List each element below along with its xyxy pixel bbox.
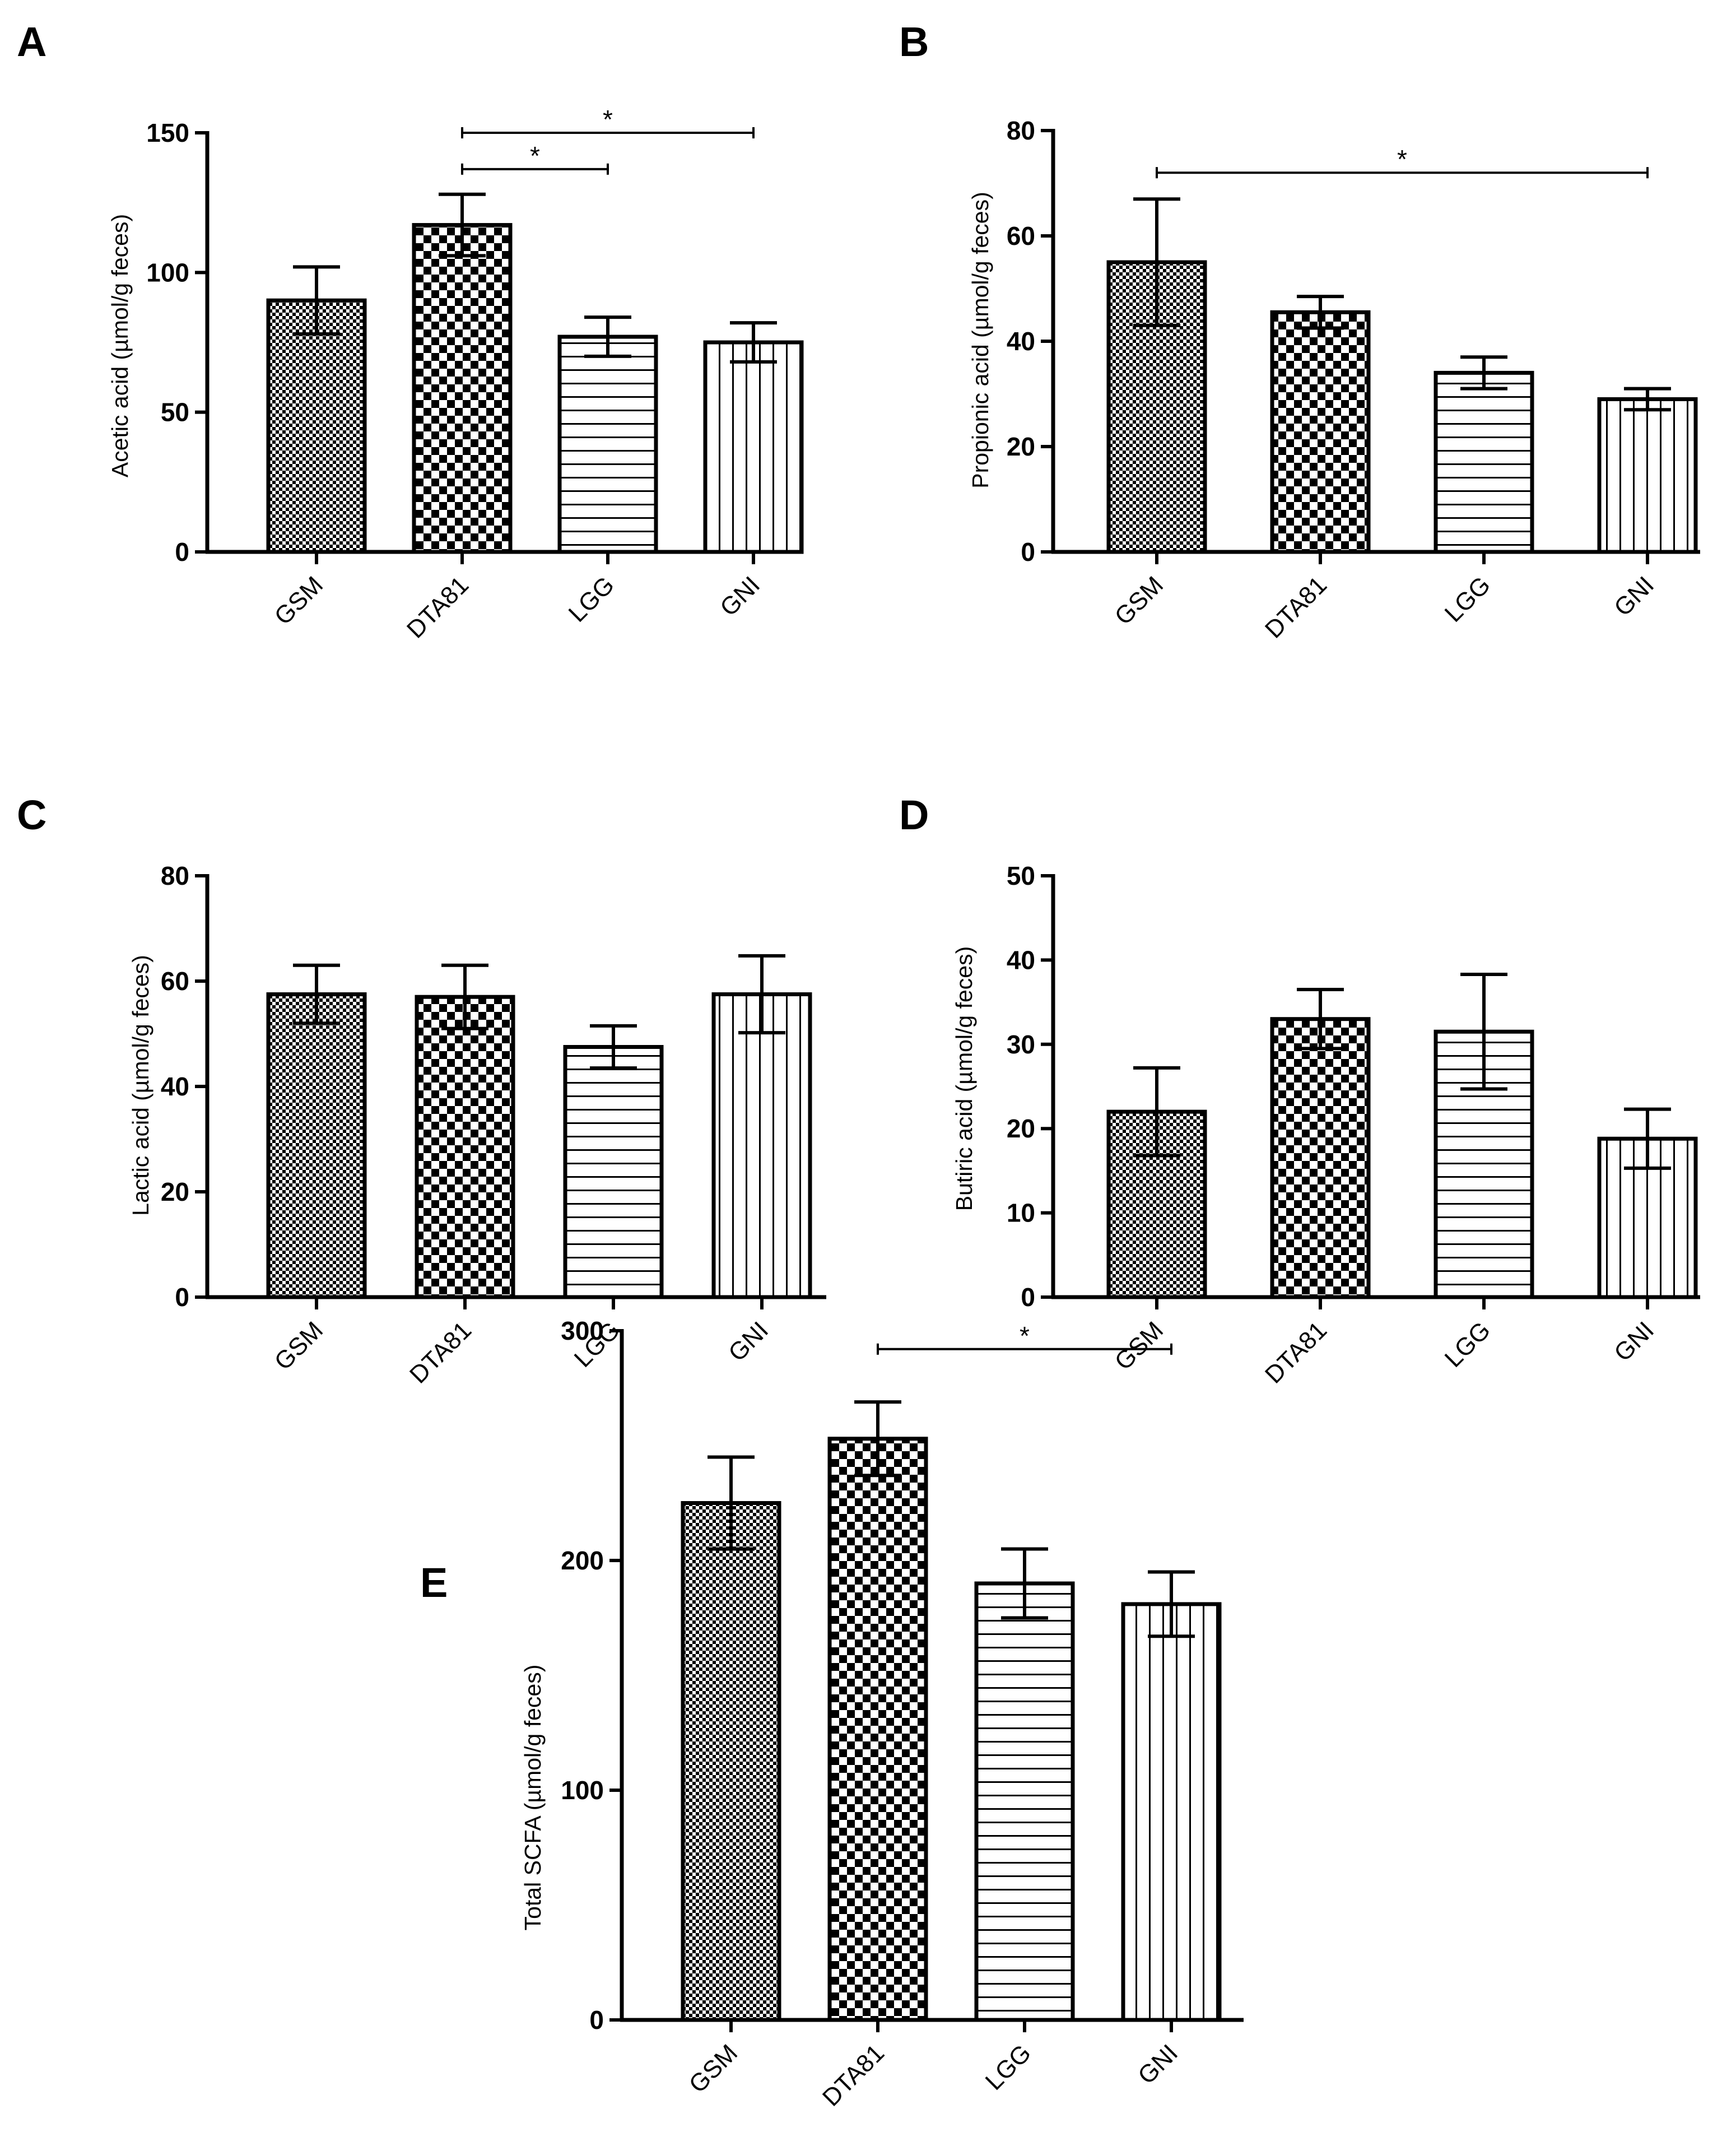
x-tick-label: DTA81 [817, 2039, 890, 2111]
bar [266, 992, 367, 1299]
x-tick-label: DTA81 [402, 571, 474, 643]
y-tick-label: 20 [161, 1177, 189, 1206]
x-tick-label: GSM [269, 571, 329, 630]
bar [681, 1501, 781, 2022]
panel-d: D Butiric acid (µmol/g feces) GSM DTA81 LG… [899, 792, 1700, 1389]
bar [563, 1045, 664, 1299]
y-tick-label: 40 [1007, 327, 1035, 356]
bar [703, 340, 804, 554]
y-tick-label: 60 [1007, 221, 1035, 250]
plot-area: GSM DTA81 LGG GNI 0 20 40 60 80 * [1007, 116, 1700, 644]
y-tick-label: 150 [146, 118, 189, 147]
x-tick-label: LGG [980, 2039, 1036, 2095]
plot-area: GSM DTA81 LGG GNI 0 50 100 150 * * [146, 105, 804, 644]
y-tick-label: 80 [161, 861, 189, 890]
bar [711, 992, 812, 1299]
y-axis-label: Total SCFA (µmol/g feces) [520, 1665, 546, 1931]
panel-c: C Lactic acid (µmol/g feces) GSM DTA81 LGG… [17, 792, 826, 1389]
panel-letter: C [17, 792, 46, 838]
y-tick-label: 0 [175, 1283, 189, 1312]
y-tick-label: 100 [561, 1776, 604, 1805]
x-tick-label: GNI [715, 571, 765, 621]
significance-star: * [1020, 1321, 1030, 1350]
y-tick-label: 10 [1007, 1199, 1035, 1228]
y-tick-label: 80 [1007, 116, 1035, 145]
y-tick-label: 40 [161, 1072, 189, 1101]
y-axis-label: Propionic acid (µmol/g feces) [967, 192, 993, 489]
y-axis-label: Butiric acid (µmol/g feces) [951, 946, 977, 1211]
bar [974, 1581, 1075, 2022]
x-tick-label: DTA81 [1260, 571, 1332, 643]
y-tick-label: 20 [1007, 1114, 1035, 1143]
x-tick-label: GNI [1609, 1316, 1659, 1367]
y-tick-label: 40 [1007, 945, 1035, 974]
panel-e: E Total SCFA (µmol/g feces) GSM DTA81 LGG G… [420, 1316, 1244, 2112]
y-axis-label: Lactic acid (µmol/g feces) [128, 955, 153, 1216]
x-tick-label: DTA81 [404, 1316, 477, 1388]
bar [266, 298, 367, 554]
panel-letter: D [899, 792, 929, 838]
y-tick-label: 0 [1021, 537, 1035, 566]
x-tick-label: GSM [684, 2039, 743, 2098]
x-tick-label: GSM [1110, 1316, 1169, 1376]
x-tick-label: DTA81 [1260, 1316, 1332, 1388]
y-axis-label: Acetic acid (µmol/g feces) [107, 214, 133, 477]
x-tick-label: GSM [1110, 571, 1169, 630]
panel-b: B Propionic acid (µmol/g feces) GSM DTA81… [899, 18, 1700, 644]
y-tick-label: 200 [561, 1546, 604, 1575]
x-tick-label: GSM [269, 1316, 329, 1376]
y-tick-label: 50 [1007, 861, 1035, 890]
y-tick-label: 0 [175, 537, 189, 566]
bar [415, 995, 515, 1299]
significance-star: * [603, 105, 613, 134]
y-tick-label: 30 [1007, 1030, 1035, 1059]
plot-area: GSM DTA81 LGG GNI 0 10 20 30 40 50 [1007, 861, 1700, 1389]
panel-a: A Acetic acid (µmol/g feces) GSM DTA81 LGG… [17, 18, 804, 644]
panel-letter: A [17, 18, 46, 65]
x-tick-label: GNI [723, 1316, 774, 1367]
y-tick-label: 300 [561, 1316, 604, 1345]
bar [1106, 1109, 1207, 1299]
y-tick-label: 0 [589, 2005, 604, 2034]
bar [1597, 397, 1698, 554]
x-tick-label: GNI [1133, 2039, 1183, 2089]
significance-star: * [530, 141, 540, 170]
y-tick-label: 50 [161, 398, 189, 427]
x-tick-label: LGG [564, 571, 620, 627]
y-tick-label: 0 [1021, 1283, 1035, 1312]
bar [1121, 1602, 1222, 2022]
plot-area: GSM DTA81 LGG GNI 0 100 200 300 * [561, 1316, 1244, 2112]
x-tick-label: GNI [1609, 571, 1659, 621]
y-tick-label: 20 [1007, 432, 1035, 461]
y-tick-label: 100 [146, 258, 189, 287]
bar [1270, 310, 1371, 554]
bar [1270, 1017, 1371, 1299]
bar [827, 1437, 928, 2022]
x-tick-label: LGG [1440, 1316, 1496, 1372]
significance-star: * [1397, 145, 1407, 174]
panel-letter: B [899, 18, 929, 65]
panel-letter: E [420, 1559, 448, 1606]
bar [412, 223, 513, 554]
y-tick-label: 60 [161, 967, 189, 996]
bar [557, 335, 658, 554]
x-tick-label: LGG [1440, 571, 1496, 627]
bar [1434, 370, 1534, 554]
